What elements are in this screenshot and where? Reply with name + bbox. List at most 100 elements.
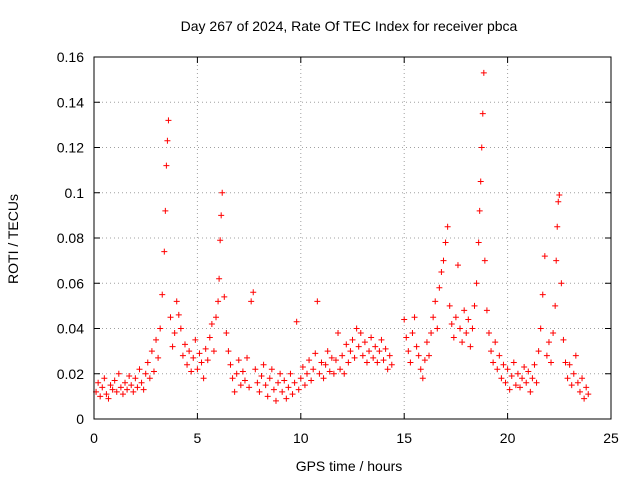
data-point [583,384,590,391]
data-point [527,388,534,395]
data-point [475,239,482,246]
data-point [124,386,131,393]
data-point [426,352,433,359]
data-point [521,363,528,370]
data-point [411,314,418,321]
data-point [428,330,435,337]
data-point [553,257,560,264]
data-point [514,370,521,377]
data-point [184,361,191,368]
data-point [452,314,459,321]
data-point [99,384,106,391]
data-point [382,345,389,352]
data-point [386,352,393,359]
data-point [585,391,592,398]
axis-ticks: 0 5 10 15 20 25 0 0.02 0.04 0.06 0.08 0.1 0.12 0.14 0.… [57,49,619,446]
data-point [339,352,346,359]
data-point [478,144,485,151]
data-point [177,325,184,332]
data-point [148,348,155,355]
data-point [231,388,238,395]
data-point [407,359,414,366]
data-point [179,352,186,359]
data-point [469,325,476,332]
data-point [409,330,416,337]
data-point [496,352,503,359]
data-point [233,370,240,377]
data-point [318,359,325,366]
data-point [221,293,228,300]
data-point [519,375,526,382]
plot-frame [93,56,612,420]
data-point [494,366,501,373]
data-point [572,352,579,359]
data-point [560,336,567,343]
data-point [328,354,335,361]
data-point [374,359,381,366]
data-point [488,348,495,355]
data-point [461,307,468,314]
data-point [343,341,350,348]
data-point [504,366,511,373]
data-point [361,339,368,346]
data-point [370,354,377,361]
data-point [467,343,474,350]
x-tick-label: 25 [603,430,619,446]
data-point [289,391,296,398]
data-point [237,382,244,389]
data-point [326,368,333,375]
chart-title: Day 267 of 2024, Rate Of TEC Index for r… [181,18,518,34]
data-point [349,336,356,343]
data-point [388,361,395,368]
data-point [246,384,253,391]
data-point [167,314,174,321]
x-tick-label: 5 [194,430,202,446]
data-point [279,388,286,395]
data-point [239,368,246,375]
data-point [264,393,271,400]
data-point [128,382,135,389]
data-point [266,375,273,382]
data-point [213,314,220,321]
data-point [171,330,178,337]
data-point [270,386,277,393]
data-point [235,357,242,364]
data-point [310,366,317,373]
data-point [153,336,160,343]
data-point [566,361,573,368]
data-point [483,307,490,314]
data-point [457,325,464,332]
data-point [161,248,168,255]
data-point [430,314,437,321]
y-tick-label: 0.14 [57,94,84,110]
data-point [436,284,443,291]
grid [94,57,611,419]
data-point [163,162,170,169]
data-point [150,368,157,375]
data-point [248,298,255,305]
data-point [229,375,236,382]
data-point [463,330,470,337]
data-point [312,350,319,357]
data-point [335,330,342,337]
data-point [581,395,588,402]
data-point [244,354,251,361]
data-point [277,370,284,377]
data-point [345,359,352,366]
data-point [95,379,102,386]
data-point [306,357,313,364]
data-point [256,388,263,395]
data-point [144,359,151,366]
data-point [186,348,193,355]
data-point [304,370,311,377]
data-point [353,325,360,332]
data-point [555,198,562,205]
data-point [215,298,222,305]
data-point [198,359,205,366]
data-point [252,366,259,373]
data-point [357,330,364,337]
data-point [434,325,441,332]
data-point [432,298,439,305]
data-point [196,350,203,357]
data-point [275,379,282,386]
